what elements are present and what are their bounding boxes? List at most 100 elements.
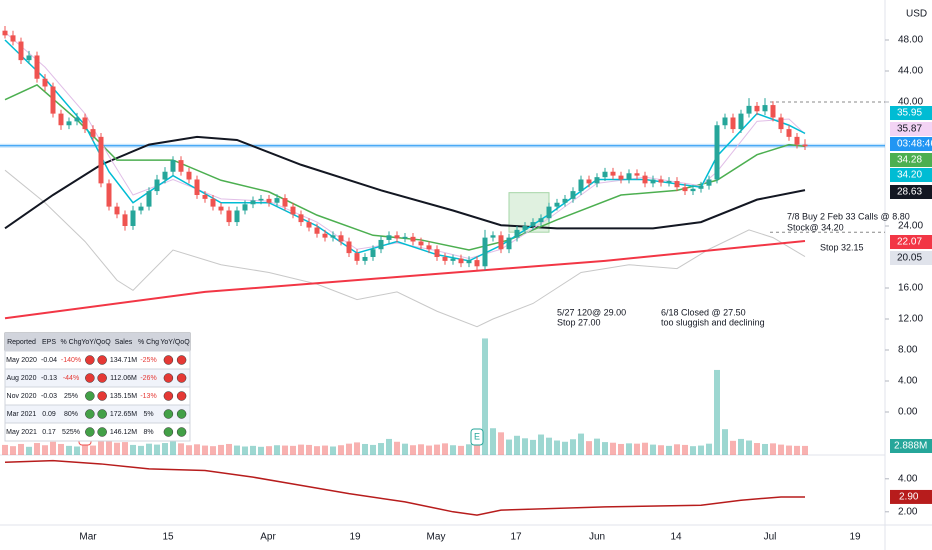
- candle-body: [338, 235, 344, 242]
- candle-body: [10, 35, 16, 42]
- candle-body: [34, 55, 40, 79]
- x-tick-label: Jun: [589, 532, 605, 543]
- volume-bar: [82, 444, 88, 455]
- y-tick-label: 48.00: [898, 35, 923, 46]
- candle-body: [202, 194, 208, 199]
- volume-bar: [242, 446, 248, 455]
- table-cell: -26%: [140, 375, 156, 382]
- candle-body: [506, 237, 512, 250]
- candle-body: [178, 160, 184, 172]
- candle-body: [106, 183, 112, 207]
- volume-bar: [178, 443, 184, 455]
- volume-bar: [610, 442, 616, 455]
- candle-body: [154, 179, 160, 192]
- table-cell: -140%: [61, 357, 81, 364]
- moving-average: [4, 39, 806, 262]
- candle-body: [554, 202, 560, 207]
- table-cell: 134.71M: [110, 357, 137, 364]
- volume-bar: [90, 445, 96, 455]
- annotation: Stop 27.00: [557, 317, 601, 327]
- candle-body: [170, 160, 176, 172]
- candle-body: [530, 222, 536, 226]
- x-tick-label: Apr: [260, 532, 276, 543]
- volume-bar: [458, 445, 464, 455]
- x-tick-label: Jul: [764, 532, 777, 543]
- annotation: 6/18 Closed @ 27.50: [661, 307, 746, 317]
- volume-bar: [714, 369, 720, 455]
- candle-body: [434, 249, 440, 257]
- y-tick-label: 0.00: [898, 407, 918, 418]
- table-cell: -25%: [140, 357, 156, 364]
- volume-bar: [554, 440, 560, 455]
- candle-body: [466, 260, 472, 264]
- table-cell: 0.09: [42, 411, 56, 418]
- table-header: Reported: [7, 339, 36, 346]
- volume-bar: [778, 444, 784, 455]
- volume-bar: [10, 446, 16, 455]
- candle-body: [386, 235, 392, 240]
- table-cell: 0.17: [42, 429, 56, 436]
- volume-bar: [498, 432, 504, 455]
- x-tick-label: 17: [510, 532, 522, 543]
- table-cell: -13%: [140, 393, 156, 400]
- status-dot: [176, 391, 187, 401]
- y-tick-label: 12.00: [898, 314, 923, 325]
- volume-bar: [354, 442, 360, 455]
- candle-body: [378, 239, 384, 250]
- table-cell: May 2020: [6, 357, 37, 364]
- candle-body: [114, 206, 120, 215]
- candle-body: [138, 206, 144, 211]
- price-tag-label: 22.07: [897, 237, 922, 248]
- candle-body: [682, 187, 688, 192]
- y-tick-label: 2.00: [898, 506, 918, 517]
- volume-bar: [642, 442, 648, 455]
- volume-bar: [186, 445, 192, 455]
- candle-body: [218, 206, 224, 211]
- table-cell: 5%: [143, 411, 153, 418]
- volume-bar: [330, 446, 336, 455]
- status-dot: [97, 355, 107, 365]
- candle-body: [714, 125, 720, 180]
- candle-body: [410, 236, 416, 242]
- price-tag: [890, 153, 932, 167]
- volume-bar: [314, 446, 320, 455]
- volume-bar: [570, 439, 576, 455]
- volume-bar: [450, 445, 456, 455]
- volume-bar: [674, 444, 680, 455]
- volume-bar: [58, 443, 64, 455]
- x-tick-label: Mar: [79, 532, 97, 543]
- candle-body: [450, 258, 456, 261]
- currency-label: USD: [906, 9, 927, 20]
- indicator-tag-label: 2.90: [899, 492, 919, 503]
- volume-bar: [538, 434, 544, 455]
- volume-bar: [546, 437, 552, 455]
- candle-body: [730, 117, 736, 130]
- candle-body: [650, 179, 656, 184]
- volume-bar: [370, 444, 376, 455]
- status-dot: [176, 373, 187, 383]
- price-tag-label: 35.95: [897, 108, 922, 119]
- candle-body: [266, 198, 272, 203]
- volume-tag-label: 2.888M: [894, 441, 927, 452]
- volume-bar: [226, 443, 232, 455]
- candle-body: [762, 105, 768, 112]
- candle-body: [42, 78, 48, 87]
- candle-body: [370, 249, 376, 257]
- candle-body: [194, 179, 200, 195]
- status-dot: [85, 409, 95, 419]
- volume-bar: [722, 429, 728, 455]
- status-dot: [85, 355, 95, 365]
- price-tag-label: 35.87: [897, 124, 922, 135]
- candle-body: [666, 181, 672, 183]
- volume-bar: [210, 446, 216, 455]
- price-tag: [890, 106, 932, 120]
- candle-body: [66, 121, 72, 126]
- status-dot: [163, 409, 174, 419]
- candle-body: [690, 188, 696, 192]
- volume-bar: [434, 444, 440, 455]
- volume-bar: [138, 445, 144, 455]
- price-tag-label: 34.20: [897, 170, 922, 181]
- candle-body: [602, 171, 608, 178]
- volume-bar: [578, 433, 584, 455]
